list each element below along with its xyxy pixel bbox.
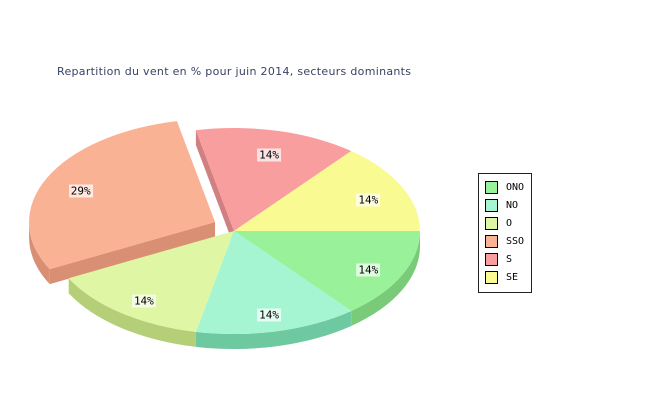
legend-label-o: O <box>506 218 513 229</box>
legend-item-sso: SSO <box>485 235 531 248</box>
slice-label-s: 14% <box>257 148 282 162</box>
slice-label-o: 14% <box>131 294 156 308</box>
legend-item-se: SE <box>485 271 531 284</box>
legend-item-o: O <box>485 217 531 230</box>
legend-label-ono: ONO <box>506 182 525 193</box>
pie-slice-o <box>68 231 235 332</box>
legend-swatch-sso <box>485 235 498 248</box>
slice-label-ono: 14% <box>356 263 381 277</box>
legend-label-sso: SSO <box>506 236 525 247</box>
slice-label-se: 14% <box>356 193 381 207</box>
chart-title: Repartition du vent en % pour juin 2014,… <box>57 65 412 78</box>
legend-item-no: NO <box>485 199 531 212</box>
legend-label-no: NO <box>506 200 519 211</box>
pie-slice-no <box>195 231 352 335</box>
legend-label-se: SE <box>506 272 519 283</box>
legend: ONO NO O SSO S SE <box>478 173 532 293</box>
legend-swatch-ono <box>485 181 498 194</box>
slice-label-sso: 29% <box>68 184 93 198</box>
pie-slice-rim-o <box>68 278 196 347</box>
legend-swatch-o <box>485 217 498 230</box>
pie-slice-sso <box>29 121 216 270</box>
pie-slice-s <box>195 127 352 231</box>
legend-item-ono: ONO <box>485 181 531 194</box>
pie-slice-rim-no <box>195 310 352 350</box>
legend-swatch-se <box>485 271 498 284</box>
pie-slice-se <box>234 151 420 231</box>
legend-swatch-s <box>485 253 498 266</box>
pie-slice-cutface-s <box>195 130 234 246</box>
pie-slice-rim-sso <box>29 221 50 285</box>
pie-slice-cutface-sso <box>49 221 216 285</box>
legend-swatch-no <box>485 199 498 212</box>
legend-label-s: S <box>506 254 513 265</box>
legend-item-s: S <box>485 253 531 266</box>
slice-label-no: 14% <box>257 308 282 322</box>
pie-slice-ono <box>234 231 420 311</box>
pie-slice-rim-ono <box>351 231 420 326</box>
